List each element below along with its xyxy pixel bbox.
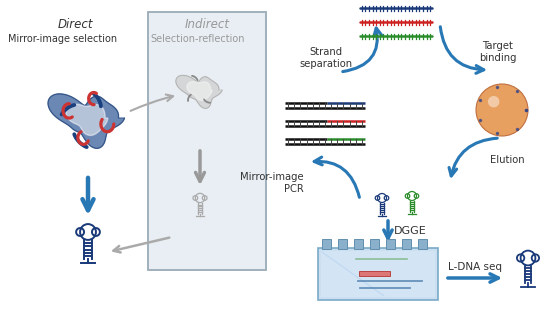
Text: Mirror-image
PCR: Mirror-image PCR [240,172,304,194]
Bar [386,239,394,249]
Bar [359,271,390,276]
FancyBboxPatch shape [148,12,266,270]
Polygon shape [66,104,108,136]
Polygon shape [48,94,124,148]
Text: Target
binding: Target binding [479,41,517,63]
Text: DGGE: DGGE [394,227,427,236]
Circle shape [476,84,528,136]
FancyBboxPatch shape [321,251,435,297]
Text: Strand
separation: Strand separation [299,47,353,69]
Bar [354,239,362,249]
Text: Indirect: Indirect [184,18,229,31]
Bar [417,239,426,249]
Text: Mirror-image selection: Mirror-image selection [8,34,117,44]
Bar [322,239,331,249]
FancyBboxPatch shape [318,248,438,300]
Bar [402,239,410,249]
Circle shape [488,96,499,107]
Text: Selection-reflection: Selection-reflection [150,34,245,44]
Polygon shape [187,82,212,100]
Polygon shape [176,75,222,108]
Text: Direct: Direct [57,18,93,31]
Bar [370,239,378,249]
Text: L-DNA seq: L-DNA seq [448,262,502,272]
Bar [338,239,346,249]
Text: Elution: Elution [490,155,525,165]
